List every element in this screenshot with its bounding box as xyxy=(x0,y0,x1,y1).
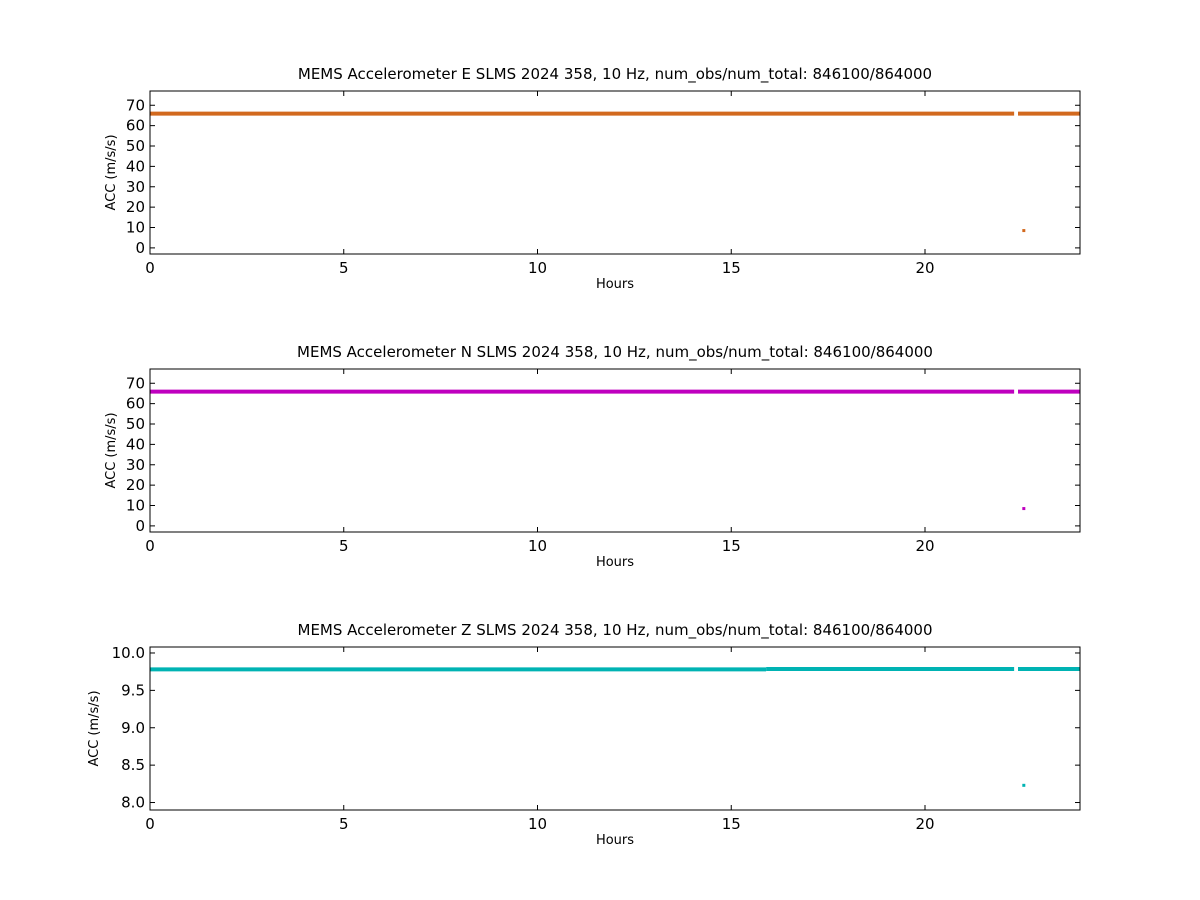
x-tick-label: 5 xyxy=(339,537,349,555)
x-tick-label: 0 xyxy=(145,815,155,833)
y-tick-label: 70 xyxy=(126,96,145,114)
y-axis-label: ACC (m/s/s) xyxy=(104,412,119,488)
y-tick-label: 20 xyxy=(126,476,145,494)
outlier-point-0-0 xyxy=(1022,507,1026,511)
y-tick-label: 60 xyxy=(126,117,145,135)
x-tick-label: 20 xyxy=(915,259,934,277)
axes-frame xyxy=(149,646,1081,811)
axes-frame xyxy=(149,90,1081,255)
y-tick-label: 0 xyxy=(135,517,145,535)
x-tick-label: 20 xyxy=(915,815,934,833)
y-tick-label: 0 xyxy=(135,239,145,257)
chart-title: MEMS Accelerometer N SLMS 2024 358, 10 H… xyxy=(297,343,933,362)
y-tick-label: 40 xyxy=(126,435,145,453)
axes-frame xyxy=(149,368,1081,533)
x-tick-label: 0 xyxy=(145,259,155,277)
x-tick-label: 10 xyxy=(528,815,547,833)
chart-title: MEMS Accelerometer Z SLMS 2024 358, 10 H… xyxy=(298,621,933,640)
data-layer xyxy=(150,667,1080,787)
x-axis-label: Hours xyxy=(596,555,634,570)
x-axis-label: Hours xyxy=(596,277,634,292)
y-tick-label: 60 xyxy=(126,395,145,413)
y-tick-label: 10.0 xyxy=(112,644,145,662)
y-tick-label: 30 xyxy=(126,456,145,474)
chart-panel-0: MEMS Accelerometer E SLMS 2024 358, 10 H… xyxy=(104,65,1081,292)
outlier-point-0-0 xyxy=(1022,229,1026,233)
y-axis-label: ACC (m/s/s) xyxy=(104,134,119,210)
data-layer xyxy=(150,111,1080,233)
chart-title: MEMS Accelerometer E SLMS 2024 358, 10 H… xyxy=(298,65,932,84)
chart-panel-2: MEMS Accelerometer Z SLMS 2024 358, 10 H… xyxy=(87,621,1081,848)
y-tick-label: 10 xyxy=(126,219,145,237)
chart-panel-1: MEMS Accelerometer N SLMS 2024 358, 10 H… xyxy=(104,343,1081,570)
x-tick-label: 20 xyxy=(915,537,934,555)
data-layer xyxy=(150,389,1080,511)
x-tick-label: 10 xyxy=(528,259,547,277)
y-tick-label: 8.0 xyxy=(121,794,145,812)
y-tick-label: 50 xyxy=(126,415,145,433)
x-tick-label: 15 xyxy=(722,537,741,555)
y-tick-label: 9.0 xyxy=(121,719,145,737)
y-tick-label: 20 xyxy=(126,198,145,216)
outlier-point-0-0 xyxy=(1022,783,1026,787)
y-tick-label: 50 xyxy=(126,137,145,155)
x-tick-label: 5 xyxy=(339,815,349,833)
y-axis-label: ACC (m/s/s) xyxy=(87,690,102,766)
x-tick-label: 0 xyxy=(145,537,155,555)
y-tick-label: 70 xyxy=(126,374,145,392)
y-tick-label: 40 xyxy=(126,157,145,175)
x-tick-label: 15 xyxy=(722,815,741,833)
x-tick-label: 5 xyxy=(339,259,349,277)
y-tick-label: 8.5 xyxy=(121,756,145,774)
y-tick-label: 10 xyxy=(126,497,145,515)
x-tick-label: 15 xyxy=(722,259,741,277)
x-tick-label: 10 xyxy=(528,537,547,555)
x-axis-label: Hours xyxy=(596,833,634,848)
y-tick-label: 9.5 xyxy=(121,681,145,699)
y-tick-label: 30 xyxy=(126,178,145,196)
